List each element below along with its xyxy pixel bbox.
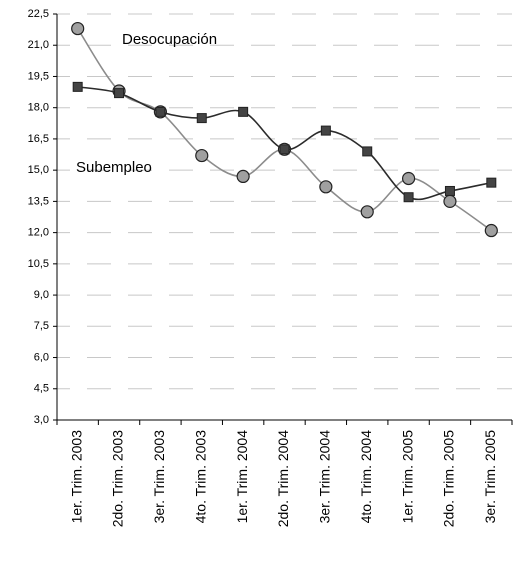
point bbox=[236, 169, 250, 183]
x-tick-label: 1er. Trim. 2005 bbox=[399, 430, 415, 524]
y-tick-label: 12,0 bbox=[28, 227, 49, 239]
point bbox=[238, 106, 249, 117]
series-label: Desocupación bbox=[122, 31, 217, 48]
x-tick-label: 3er. Trim. 2005 bbox=[482, 430, 498, 524]
y-tick-label: 9,0 bbox=[34, 289, 49, 301]
y-tick-label: 6,0 bbox=[34, 351, 49, 363]
y-tick-label: 3,0 bbox=[34, 414, 49, 426]
point bbox=[195, 148, 209, 163]
y-tick-label: 22,5 bbox=[28, 8, 49, 20]
x-tick-label: 3er. Trim. 2003 bbox=[151, 430, 167, 524]
x-tick-label: 4to. Trim. 2004 bbox=[358, 430, 374, 524]
point bbox=[72, 81, 83, 92]
y-tick-label: 13,5 bbox=[28, 195, 49, 207]
point bbox=[71, 21, 85, 36]
y-tick-label: 15,0 bbox=[28, 164, 49, 176]
y-tick-label: 18,0 bbox=[28, 102, 49, 114]
point bbox=[443, 194, 457, 208]
point bbox=[444, 185, 455, 196]
x-tick-label: 2do. Trim. 2003 bbox=[110, 430, 126, 527]
y-tick-label: 21,0 bbox=[28, 39, 49, 51]
point bbox=[320, 125, 331, 136]
x-tick-label: 1er. Trim. 2004 bbox=[234, 430, 250, 524]
point bbox=[196, 113, 207, 124]
x-tick-label: 3er. Trim. 2004 bbox=[317, 430, 333, 524]
x-tick-label: 2do. Trim. 2005 bbox=[441, 430, 457, 527]
y-tick-label: 10,5 bbox=[28, 258, 49, 270]
point bbox=[403, 192, 414, 203]
x-tick-label: 2do. Trim. 2004 bbox=[275, 430, 291, 527]
series-line bbox=[77, 28, 492, 232]
y-tick-label: 19,5 bbox=[28, 70, 49, 82]
y-tick-label: 4,5 bbox=[34, 383, 49, 395]
point bbox=[319, 180, 333, 194]
y-tick-label: 16,5 bbox=[28, 133, 49, 145]
point bbox=[114, 88, 125, 99]
point bbox=[401, 171, 416, 186]
point bbox=[486, 177, 497, 188]
point bbox=[279, 144, 290, 155]
x-tick-label: 1er. Trim. 2003 bbox=[68, 430, 84, 524]
series-label: Subempleo bbox=[76, 159, 152, 176]
point bbox=[155, 106, 166, 117]
point bbox=[362, 146, 373, 157]
point bbox=[360, 205, 374, 219]
x-tick-label: 4to. Trim. 2003 bbox=[192, 430, 208, 524]
point bbox=[484, 223, 498, 238]
y-tick-label: 7,5 bbox=[34, 320, 49, 332]
